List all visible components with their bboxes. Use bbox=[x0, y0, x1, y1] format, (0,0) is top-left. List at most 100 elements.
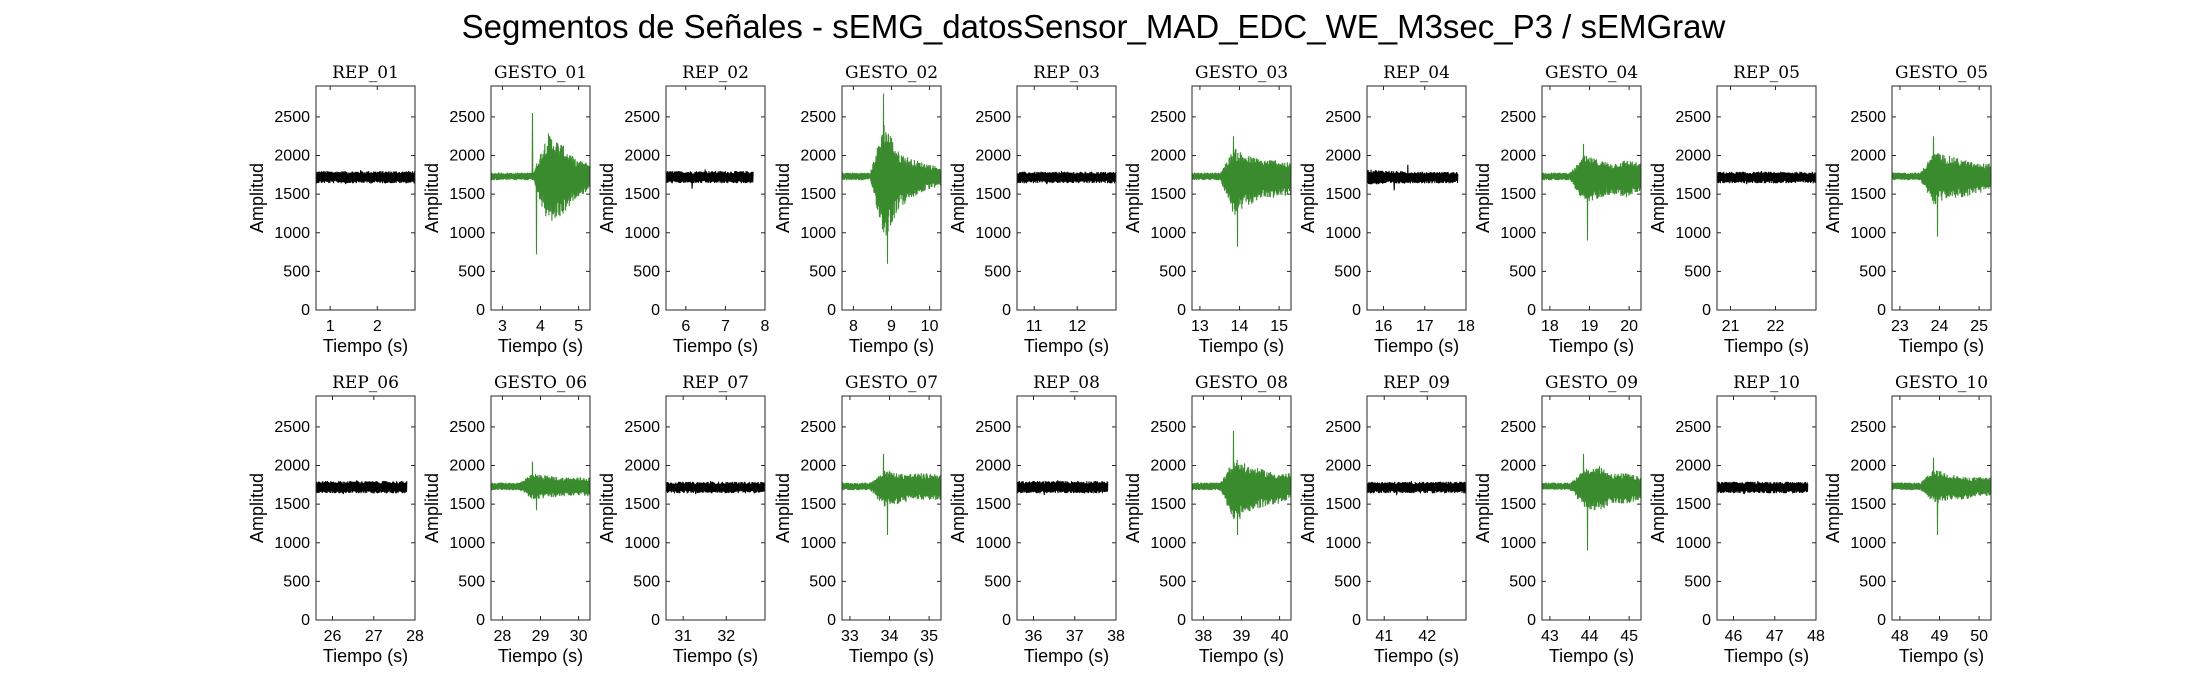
y-tick-label: 0 bbox=[1177, 612, 1186, 629]
signal-trace bbox=[1366, 164, 1459, 191]
panel-gesto-07: 0 500 1000 1500 2000 2500 33 34 35 GESTO_07 Tiempo… bbox=[773, 373, 942, 666]
x-tick-label: 4 bbox=[536, 318, 545, 335]
x-tick-label: 19 bbox=[1581, 318, 1599, 335]
x-tick-label: 38 bbox=[1195, 628, 1213, 645]
x-tick-label: 9 bbox=[887, 318, 896, 335]
y-tick-label: 500 bbox=[458, 573, 485, 590]
axes-box bbox=[665, 395, 766, 621]
y-tick-label: 2500 bbox=[1150, 419, 1186, 436]
y-tick-label: 1500 bbox=[1675, 496, 1711, 513]
panel-rep-08: 0 500 1000 1500 2000 2500 36 37 38 REP_08 Tiempo (… bbox=[948, 373, 1125, 666]
panel-title: GESTO_05 bbox=[1895, 63, 1988, 83]
axes-box bbox=[1891, 85, 1992, 311]
panel-title: REP_07 bbox=[682, 373, 749, 393]
axes-box bbox=[1541, 85, 1642, 311]
panel-gesto-03: 0 500 1000 1500 2000 2500 13 14 15 GESTO_03 Tiempo… bbox=[1123, 63, 1292, 356]
y-tick-label: 2500 bbox=[1850, 109, 1886, 126]
x-tick-label: 48 bbox=[1807, 628, 1825, 645]
y-tick-label: 0 bbox=[301, 302, 310, 319]
x-tick-label: 44 bbox=[1581, 628, 1599, 645]
axes-box bbox=[841, 395, 942, 621]
y-tick-label: 1500 bbox=[1325, 186, 1361, 203]
x-tick-label: 46 bbox=[1725, 628, 1743, 645]
y-tick-label: 2000 bbox=[800, 458, 836, 475]
y-tick-label: 500 bbox=[1159, 573, 1186, 590]
y-tick-label: 2500 bbox=[975, 109, 1011, 126]
y-tick-label: 2000 bbox=[1850, 458, 1886, 475]
x-tick-label: 10 bbox=[921, 318, 939, 335]
y-axis-label: Amplitud bbox=[948, 163, 968, 233]
panel-title: REP_08 bbox=[1033, 373, 1100, 393]
axes-box bbox=[1016, 395, 1117, 621]
panel-rep-01: 0 500 1000 1500 2000 2500 1 2 REP_01 Tiempo (s) Am… bbox=[247, 63, 416, 356]
y-tick-label: 2500 bbox=[1675, 419, 1711, 436]
y-tick-label: 500 bbox=[1859, 573, 1886, 590]
axes-box bbox=[1716, 85, 1817, 311]
y-tick-label: 1000 bbox=[1150, 535, 1186, 552]
y-tick-label: 0 bbox=[827, 302, 836, 319]
x-tick-label: 29 bbox=[532, 628, 550, 645]
y-axis-label: Amplitud bbox=[1823, 473, 1843, 543]
x-tick-label: 14 bbox=[1231, 318, 1249, 335]
x-axis-label: Tiempo (s) bbox=[1899, 646, 1984, 666]
x-tick-label: 30 bbox=[570, 628, 588, 645]
axes-box bbox=[1541, 395, 1642, 621]
x-tick-label: 11 bbox=[1026, 318, 1043, 335]
x-tick-label: 7 bbox=[721, 318, 730, 335]
y-tick-label: 2000 bbox=[975, 458, 1011, 475]
y-tick-label: 2000 bbox=[1675, 148, 1711, 165]
y-tick-label: 0 bbox=[1352, 612, 1361, 629]
y-tick-label: 2500 bbox=[274, 419, 310, 436]
signal-trace bbox=[1541, 453, 1642, 551]
signal-trace bbox=[841, 453, 942, 536]
y-axis-label: Amplitud bbox=[422, 163, 442, 233]
y-tick-label: 0 bbox=[1702, 302, 1711, 319]
y-axis-label: Amplitud bbox=[1473, 473, 1493, 543]
x-tick-label: 17 bbox=[1416, 318, 1434, 335]
signal-trace bbox=[315, 170, 416, 185]
y-tick-label: 500 bbox=[1509, 573, 1536, 590]
x-axis-label: Tiempo (s) bbox=[1549, 646, 1634, 666]
panel-rep-10: 0 500 1000 1500 2000 2500 46 47 48 REP_10 Tiempo (… bbox=[1648, 373, 1825, 666]
x-axis-label: Tiempo (s) bbox=[849, 646, 934, 666]
panel-gesto-06: 0 500 1000 1500 2000 2500 28 29 30 GESTO_06 Tiempo… bbox=[422, 373, 591, 666]
signal-trace bbox=[490, 461, 591, 511]
x-tick-label: 35 bbox=[920, 628, 938, 645]
y-axis-label: Amplitud bbox=[948, 473, 968, 543]
x-tick-label: 49 bbox=[1931, 628, 1949, 645]
y-tick-label: 500 bbox=[1684, 573, 1711, 590]
y-tick-label: 1000 bbox=[975, 535, 1011, 552]
y-tick-label: 500 bbox=[984, 573, 1011, 590]
x-tick-label: 21 bbox=[1722, 318, 1740, 335]
y-tick-label: 1500 bbox=[274, 186, 310, 203]
x-tick-label: 28 bbox=[406, 628, 424, 645]
y-tick-label: 1500 bbox=[449, 186, 485, 203]
x-tick-label: 37 bbox=[1066, 628, 1084, 645]
axes-box bbox=[315, 85, 416, 311]
y-tick-label: 2000 bbox=[274, 148, 310, 165]
y-tick-label: 0 bbox=[476, 612, 485, 629]
y-axis-label: Amplitud bbox=[1298, 473, 1318, 543]
y-tick-label: 500 bbox=[1509, 263, 1536, 280]
y-tick-label: 0 bbox=[651, 302, 660, 319]
y-tick-label: 1000 bbox=[1325, 225, 1361, 242]
x-tick-label: 40 bbox=[1271, 628, 1289, 645]
y-tick-label: 2000 bbox=[624, 148, 660, 165]
x-tick-label: 50 bbox=[1970, 628, 1988, 645]
panel-rep-04: 0 500 1000 1500 2000 2500 16 17 18 REP_04 Tiempo (… bbox=[1298, 63, 1475, 356]
x-axis-label: Tiempo (s) bbox=[323, 336, 408, 356]
y-tick-label: 500 bbox=[1334, 573, 1361, 590]
panel-gesto-10: 0 500 1000 1500 2000 2500 48 49 50 GESTO_10 Tiempo… bbox=[1823, 373, 1992, 666]
panel-title: GESTO_04 bbox=[1545, 63, 1638, 83]
y-tick-label: 0 bbox=[1002, 302, 1011, 319]
y-tick-label: 1000 bbox=[800, 535, 836, 552]
y-tick-label: 0 bbox=[1527, 302, 1536, 319]
axes-box bbox=[1366, 85, 1467, 311]
y-tick-label: 1500 bbox=[274, 496, 310, 513]
y-tick-label: 1000 bbox=[449, 225, 485, 242]
y-tick-label: 1000 bbox=[1500, 225, 1536, 242]
y-tick-label: 1000 bbox=[274, 225, 310, 242]
y-tick-label: 500 bbox=[984, 263, 1011, 280]
y-tick-label: 500 bbox=[1334, 263, 1361, 280]
panel-gesto-02: 0 500 1000 1500 2000 2500 8 9 10 GESTO_02 Tiempo (… bbox=[773, 63, 942, 356]
